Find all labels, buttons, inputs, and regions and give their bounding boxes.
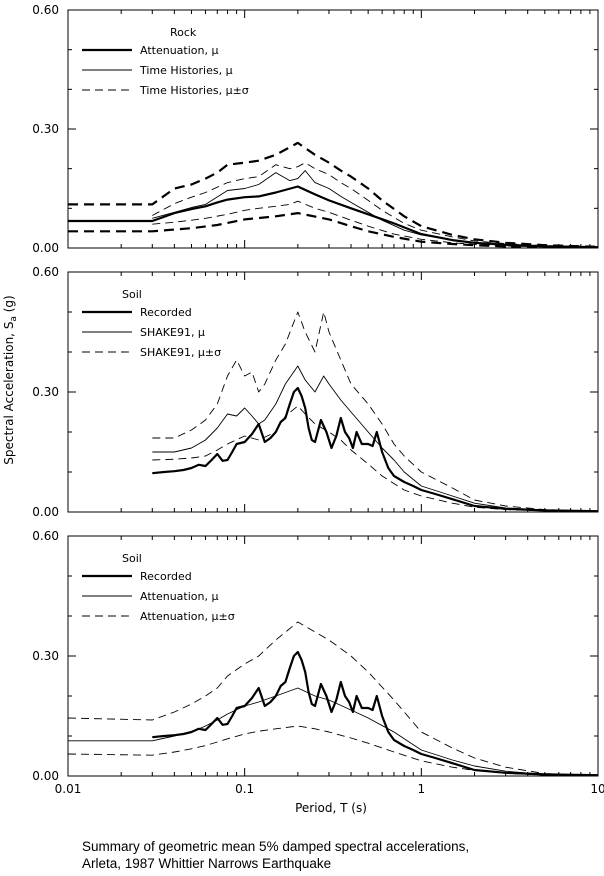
legend-label: Attenuation, μ: [140, 590, 218, 603]
legend-label: Time Histories, μ: [139, 64, 233, 77]
y-tick-label: 0.30: [32, 385, 59, 399]
x-tick-label: 10: [590, 782, 604, 796]
series-line-band-3: [152, 405, 598, 512]
legend-label: Attenuation, μ±σ: [140, 610, 235, 623]
y-tick-label: 0.00: [32, 769, 59, 783]
y-tick-label: 0.00: [32, 505, 59, 519]
y-tick-label: 0.60: [32, 3, 59, 17]
figure-caption: Summary of geometric mean 5% damped spec…: [82, 838, 582, 872]
legend-title: Soil: [122, 288, 142, 301]
series-line-band-5: [68, 212, 598, 248]
series-group: [68, 141, 598, 248]
legend-label: Recorded: [140, 570, 192, 583]
series-line-attenuation-: [68, 185, 598, 248]
series-line-recorded: [152, 386, 598, 512]
series-group: [68, 621, 598, 776]
y-tick-label: 0.60: [32, 265, 59, 279]
series-line-band-3: [68, 725, 598, 776]
y-tick-label: 0.00: [32, 241, 59, 255]
series-line-time-histories-: [152, 162, 598, 248]
panel-soil-attenuation: 0.00 0.30 0.60 0.01 0.1 1 10 Period, T (s) Soil R…: [32, 529, 604, 815]
series-line-attenuation-: [68, 621, 598, 776]
caption-line-1: Summary of geometric mean 5% damped spec…: [82, 839, 470, 854]
legend-label: Time Histories, μ±σ: [139, 84, 249, 97]
x-axis-label: Period, T (s): [295, 801, 367, 815]
panel-soil-shake91: 0.00 0.30 0.60 Soil Recorded SHAKE91, μ SHAKE9…: [32, 265, 599, 519]
series-group: [152, 311, 598, 512]
series-line-attenuation-: [68, 687, 598, 776]
panel-rock: 0.00 0.30 0.60 Rock Attenuation, μ Time Histo…: [32, 3, 599, 255]
series-line-time-histories-: [152, 170, 598, 248]
caption-line-2: Arleta, 1987 Whittier Narrows Earthquake: [82, 856, 332, 871]
x-tick-label: 0.1: [235, 782, 254, 796]
x-tick-label: 1: [418, 782, 426, 796]
y-axis-label: Spectral Acceleration, Sa (g): [2, 295, 19, 464]
y-tick-label: 0.30: [32, 122, 59, 136]
series-line-recorded: [152, 650, 598, 776]
series-line-band-4: [68, 141, 598, 248]
legend-title: Rock: [170, 26, 197, 39]
y-tick-label: 0.30: [32, 649, 59, 663]
series-line-shake91-: [152, 311, 598, 512]
y-tick-label: 0.60: [32, 529, 59, 543]
series-line-shake91-: [152, 365, 598, 512]
x-tick-label: 0.01: [55, 782, 82, 796]
legend-title: Soil: [122, 552, 142, 565]
legend-label: Attenuation, μ: [140, 44, 218, 57]
legend-label: SHAKE91, μ: [140, 326, 205, 339]
legend-label: SHAKE91, μ±σ: [140, 346, 221, 359]
legend-label: Recorded: [140, 306, 192, 319]
